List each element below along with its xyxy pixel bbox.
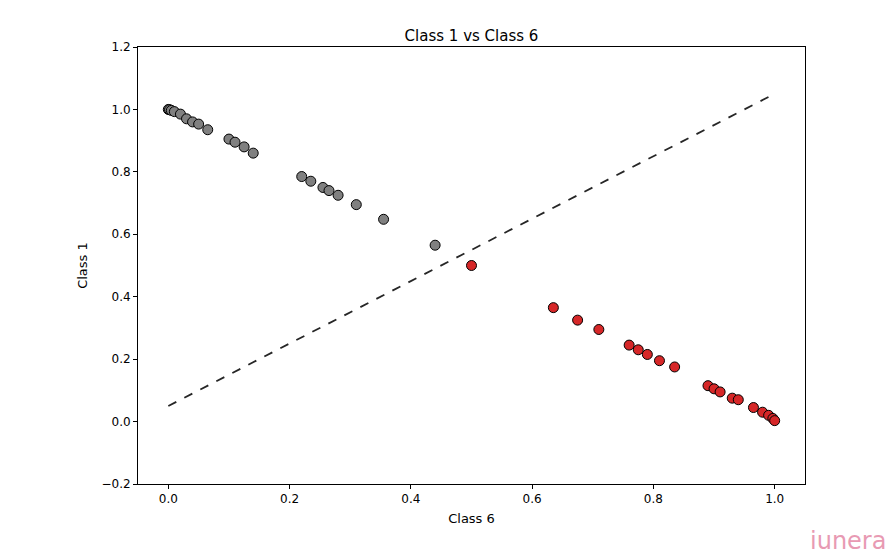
svg-text:0.0: 0.0 (112, 415, 131, 429)
svg-text:0.4: 0.4 (401, 492, 420, 506)
svg-text:−0.2: −0.2 (101, 477, 130, 491)
svg-text:0.2: 0.2 (280, 492, 299, 506)
svg-text:Class 1 vs Class 6: Class 1 vs Class 6 (405, 27, 539, 45)
svg-text:1.0: 1.0 (112, 103, 131, 117)
svg-text:0.6: 0.6 (523, 492, 542, 506)
svg-text:0.4: 0.4 (112, 290, 131, 304)
svg-text:1.0: 1.0 (765, 492, 784, 506)
svg-text:0.8: 0.8 (644, 492, 663, 506)
svg-text:0.8: 0.8 (112, 165, 131, 179)
svg-text:0.2: 0.2 (112, 352, 131, 366)
svg-text:0.6: 0.6 (112, 227, 131, 241)
svg-text:0.0: 0.0 (159, 492, 178, 506)
svg-text:iunera: iunera (810, 527, 886, 555)
svg-text:Class 6: Class 6 (448, 511, 495, 526)
svg-text:Class 1: Class 1 (75, 242, 90, 289)
svg-text:1.2: 1.2 (112, 40, 131, 54)
